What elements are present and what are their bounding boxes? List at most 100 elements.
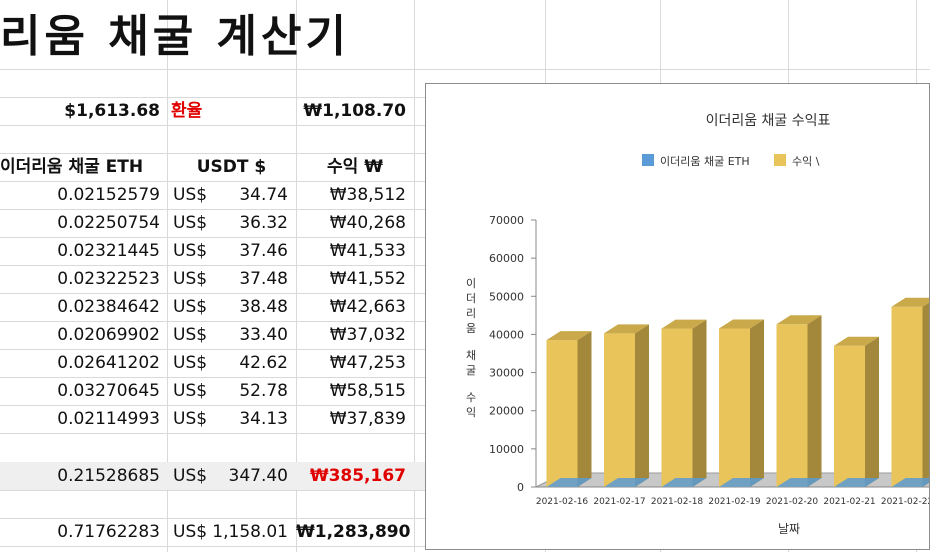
eth-cell[interactable]: 0.02321445 <box>57 241 160 261</box>
profit-chart[interactable]: 이더리움 채굴 수익표 이더리움 채굴 ETH 수익 \ 이 더 리 움 채 굴 수 익 70000 6… <box>425 83 930 550</box>
usdt-cell[interactable]: US$ 34.13 <box>167 405 296 433</box>
krw-cell[interactable]: ₩40,268 <box>329 213 406 233</box>
bar-front <box>719 328 750 487</box>
currency-prefix: US$ <box>173 353 208 373</box>
currency-prefix: US$ <box>173 185 208 205</box>
subtotal-krw-cell[interactable]: ₩385,167 <box>309 466 406 486</box>
x-tick-label: 2021-02-22 <box>881 497 930 507</box>
subtotal-eth-cell[interactable]: 0.21528685 <box>57 466 160 486</box>
usdt-cell[interactable]: US$ 37.46 <box>167 237 296 265</box>
sheet-title: 리움 채굴 계산기 <box>0 11 350 62</box>
usdt-value: 34.13 <box>239 409 288 429</box>
krw-cell[interactable]: ₩37,032 <box>329 325 406 345</box>
krw-cell[interactable]: ₩38,512 <box>329 185 406 205</box>
usdt-value: 36.32 <box>239 213 288 233</box>
usdt-cell[interactable]: US$ 38.48 <box>167 293 296 321</box>
currency-prefix: US$ <box>173 297 208 317</box>
bar-side <box>865 336 879 487</box>
eth-cell[interactable]: 0.02641202 <box>57 353 160 373</box>
bar-top <box>546 331 592 341</box>
exchange-rate-cell[interactable]: ₩1,108.70 <box>303 101 406 121</box>
bar-front <box>776 324 808 487</box>
y-tick-label: 20000 <box>489 405 524 418</box>
bar-eth-segment <box>661 478 707 487</box>
y-tick-label: 40000 <box>489 328 524 341</box>
usdt-value: 52.78 <box>239 381 288 401</box>
usdt-value: 34.74 <box>239 185 288 205</box>
total-usdt-cell[interactable]: US$ 1,158.01 <box>167 518 296 546</box>
bar-side <box>750 319 764 487</box>
x-axis-label: 날짜 <box>778 522 800 536</box>
currency-prefix: US$ <box>173 466 208 486</box>
bar-top <box>776 315 822 325</box>
eth-cell[interactable]: 0.02152579 <box>57 185 160 205</box>
y-axis-label-char: 리 <box>466 307 476 320</box>
bar-side <box>635 324 649 487</box>
currency-prefix: US$ <box>173 213 208 233</box>
total-krw-cell[interactable]: ₩1,283,890 <box>296 522 411 542</box>
y-axis-label-char: 수 <box>466 391 476 404</box>
usdt-cell[interactable]: US$ 42.62 <box>167 349 296 377</box>
y-axis-label-char: 더 <box>466 292 476 305</box>
usdt-cell[interactable]: US$ 37.48 <box>167 265 296 293</box>
y-tick-label: 10000 <box>489 443 524 456</box>
bar-eth-segment <box>891 478 929 487</box>
usdt-cell[interactable]: US$ 36.32 <box>167 209 296 237</box>
bar-front <box>661 328 693 487</box>
x-tick-label: 2021-02-17 <box>593 497 645 507</box>
legend-swatch <box>774 154 786 166</box>
header-profit[interactable]: 수익 ₩ <box>327 157 383 177</box>
bar-side <box>922 302 929 487</box>
usdt-cell[interactable]: US$ 34.74 <box>167 181 296 209</box>
bar-front <box>604 333 635 487</box>
y-axis-label-char: 이 <box>466 277 476 290</box>
y-tick-label: 30000 <box>489 367 524 380</box>
eth-price-cell[interactable]: $1,613.68 <box>64 101 160 121</box>
currency-prefix: US$ <box>173 409 208 429</box>
x-tick-label: 2021-02-19 <box>708 497 761 507</box>
bar-front <box>891 306 923 487</box>
y-tick-label: 50000 <box>489 290 524 303</box>
bar-top <box>719 319 764 329</box>
subtotal-usdt-cell[interactable]: US$ 347.40 <box>167 462 296 490</box>
header-usdt[interactable]: USDT $ <box>196 157 267 177</box>
bar-side <box>692 319 707 487</box>
krw-cell[interactable]: ₩37,839 <box>329 409 406 429</box>
krw-cell[interactable]: ₩42,663 <box>329 297 406 317</box>
bar-front <box>546 340 578 487</box>
total-eth-cell[interactable]: 0.71762283 <box>57 522 160 542</box>
bar-eth-segment <box>719 478 764 487</box>
usdt-cell[interactable]: US$ 33.40 <box>167 321 296 349</box>
gridline <box>0 69 930 70</box>
header-eth[interactable]: 이더리움 채굴 ETH <box>0 157 144 177</box>
x-tick-label: 2021-02-16 <box>536 497 589 507</box>
legend-label: 이더리움 채굴 ETH <box>660 155 750 168</box>
y-tick-label: 0 <box>517 481 524 494</box>
krw-cell[interactable]: ₩47,253 <box>329 353 406 373</box>
krw-cell[interactable]: ₩58,515 <box>329 381 406 401</box>
x-tick-label: 2021-02-20 <box>766 497 819 507</box>
y-axis-label-char: 채 <box>466 349 476 362</box>
eth-cell[interactable]: 0.02069902 <box>57 325 160 345</box>
usdt-cell[interactable]: US$ 52.78 <box>167 377 296 405</box>
krw-cell[interactable]: ₩41,533 <box>329 241 406 261</box>
eth-cell[interactable]: 0.02250754 <box>57 213 160 233</box>
exchange-rate-label[interactable]: 환율 <box>171 101 203 121</box>
subtotal-row-highlight <box>0 462 425 490</box>
bar-top <box>834 336 879 346</box>
currency-prefix: US$ <box>173 241 208 261</box>
bar-side <box>807 315 822 487</box>
eth-cell[interactable]: 0.02114993 <box>57 409 160 429</box>
usdt-value: 33.40 <box>239 325 288 345</box>
bar-eth-segment <box>546 478 592 487</box>
total-usdt-value: 1,158.01 <box>212 522 288 542</box>
eth-cell[interactable]: 0.03270645 <box>57 381 160 401</box>
eth-cell[interactable]: 0.02384642 <box>57 297 160 317</box>
krw-cell[interactable]: ₩41,552 <box>329 269 406 289</box>
bar-top <box>604 324 649 334</box>
eth-cell[interactable]: 0.02322523 <box>57 269 160 289</box>
subtotal-usdt-value: 347.40 <box>228 466 288 486</box>
gridline <box>414 0 415 552</box>
bar-eth-segment <box>834 478 879 487</box>
x-tick-label: 2021-02-18 <box>651 497 704 507</box>
